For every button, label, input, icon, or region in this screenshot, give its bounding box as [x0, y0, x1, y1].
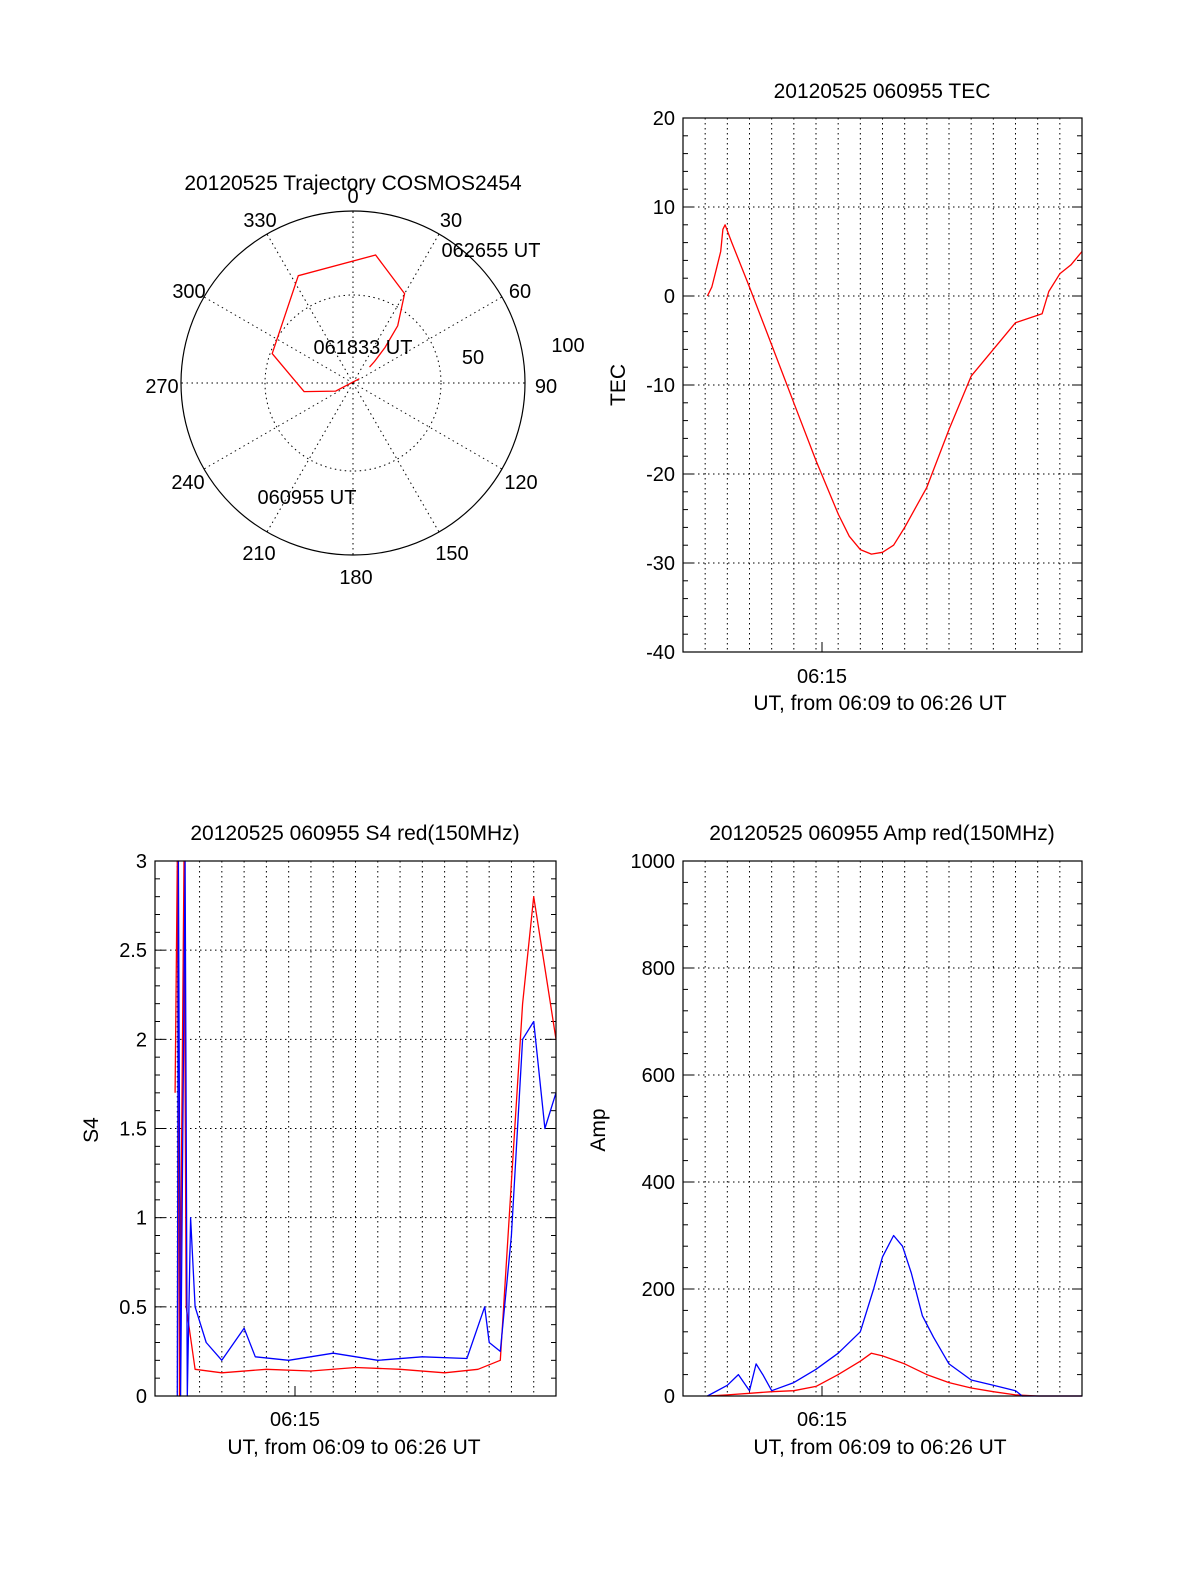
- s4-ylabel: S4: [80, 1117, 103, 1143]
- polar-inner-circle: [264, 294, 442, 472]
- polar-spoke: [352, 382, 440, 533]
- polar-spoke: [352, 233, 440, 384]
- plot-frame: [682, 117, 1083, 653]
- amp-panel: 20120525 060955 Amp red(150MHz) Amp UT, …: [587, 822, 1083, 1459]
- polar-angle-label: 210: [242, 543, 275, 565]
- polar-time-annotation: 062655 UT: [442, 240, 541, 262]
- amp-xlabel: UT, from 06:09 to 06:26 UT: [753, 1436, 1006, 1459]
- y-tick-label: 2.5: [119, 940, 147, 962]
- tec-panel: 20120525 060955 TEC TEC UT, from 06:09 t…: [607, 80, 1083, 715]
- polar-spoke: [203, 382, 354, 470]
- series-line: [707, 1234, 1082, 1397]
- tec-xlabel: UT, from 06:09 to 06:26 UT: [753, 692, 1006, 715]
- y-tick-label: -10: [646, 375, 675, 397]
- s4-title: 20120525 060955 S4 red(150MHz): [190, 822, 519, 845]
- s4-panel: 20120525 060955 S4 red(150MHz) S4 UT, fr…: [80, 822, 557, 1459]
- polar-angle-label: 330: [243, 210, 276, 232]
- polar-angle-label: 300: [172, 281, 205, 303]
- y-tick-label: 200: [642, 1279, 675, 1301]
- polar-annotations: 062655 UT 061833 UT 060955 UT: [258, 240, 541, 509]
- polar-radius-label: 100: [551, 335, 584, 357]
- amp-title: 20120525 060955 Amp red(150MHz): [709, 822, 1055, 845]
- y-tick-label: 0.5: [119, 1297, 147, 1319]
- tec-ylabel: TEC: [607, 364, 630, 406]
- polar-radius-label: 50: [462, 347, 484, 369]
- y-tick-label: 0: [136, 1386, 147, 1408]
- amp-ylabel: Amp: [587, 1108, 610, 1151]
- s4-xtick-label: 06:15: [270, 1409, 320, 1431]
- polar-angle-label: 120: [504, 472, 537, 494]
- polar-grid: [181, 211, 525, 555]
- y-tick-label: 400: [642, 1172, 675, 1194]
- amp-xtick-label: 06:15: [797, 1409, 847, 1431]
- y-tick-label: -30: [646, 553, 675, 575]
- y-tick-label: 800: [642, 958, 675, 980]
- y-tick-label: -20: [646, 464, 675, 486]
- polar-spoke: [266, 233, 354, 384]
- polar-outer-circle: [180, 210, 526, 556]
- polar-angle-label: 60: [509, 281, 531, 303]
- y-tick-label: -40: [646, 642, 675, 664]
- y-tick-label: 20: [653, 108, 675, 130]
- polar-trajectory-line: [271, 254, 406, 393]
- y-tick-label: 0: [664, 1386, 675, 1408]
- s4-xlabel: UT, from 06:09 to 06:26 UT: [227, 1436, 480, 1459]
- polar-angle-label: 270: [145, 376, 178, 398]
- y-tick-label: 3: [136, 851, 147, 873]
- polar-angle-label: 240: [171, 472, 204, 494]
- polar-spoke: [266, 382, 354, 533]
- polar-angle-label: 180: [339, 567, 372, 589]
- polar-time-annotation: 061833 UT: [314, 337, 413, 359]
- y-tick-label: 1.5: [119, 1119, 147, 1141]
- y-tick-label: 600: [642, 1065, 675, 1087]
- plot-frame: [154, 860, 557, 1397]
- polar-spoke: [352, 296, 503, 384]
- polar-angle-labels: 0 30 60 90 120 150 180 210 240 270 300 330: [145, 186, 557, 589]
- polar-angle-label: 0: [347, 186, 358, 208]
- polar-title: 20120525 Trajectory COSMOS2454: [184, 172, 522, 195]
- series-line: [706, 224, 1083, 555]
- y-tick-label: 1000: [631, 851, 676, 873]
- y-tick-label: 1: [136, 1208, 147, 1230]
- polar-spoke: [352, 382, 503, 470]
- polar-radius-labels: 50 100: [462, 335, 585, 369]
- polar-spoke: [203, 296, 354, 384]
- polar-angle-label: 30: [440, 210, 462, 232]
- polar-time-annotation: 060955 UT: [258, 487, 357, 509]
- plot-frame: [682, 860, 1083, 1397]
- series-line: [176, 860, 557, 1397]
- tec-title: 20120525 060955 TEC: [774, 80, 991, 103]
- series-line: [707, 1352, 1082, 1397]
- polar-angle-label: 150: [435, 543, 468, 565]
- y-tick-label: 0: [664, 286, 675, 308]
- polar-series: [271, 254, 406, 393]
- polar-trajectory-panel: 20120525 Trajectory COSMOS2454 0 30 60 90 12…: [145, 172, 584, 589]
- y-tick-label: 10: [653, 197, 675, 219]
- y-tick-label: 2: [136, 1029, 147, 1051]
- polar-angle-label: 90: [535, 376, 557, 398]
- tec-xtick-label: 06:15: [797, 666, 847, 688]
